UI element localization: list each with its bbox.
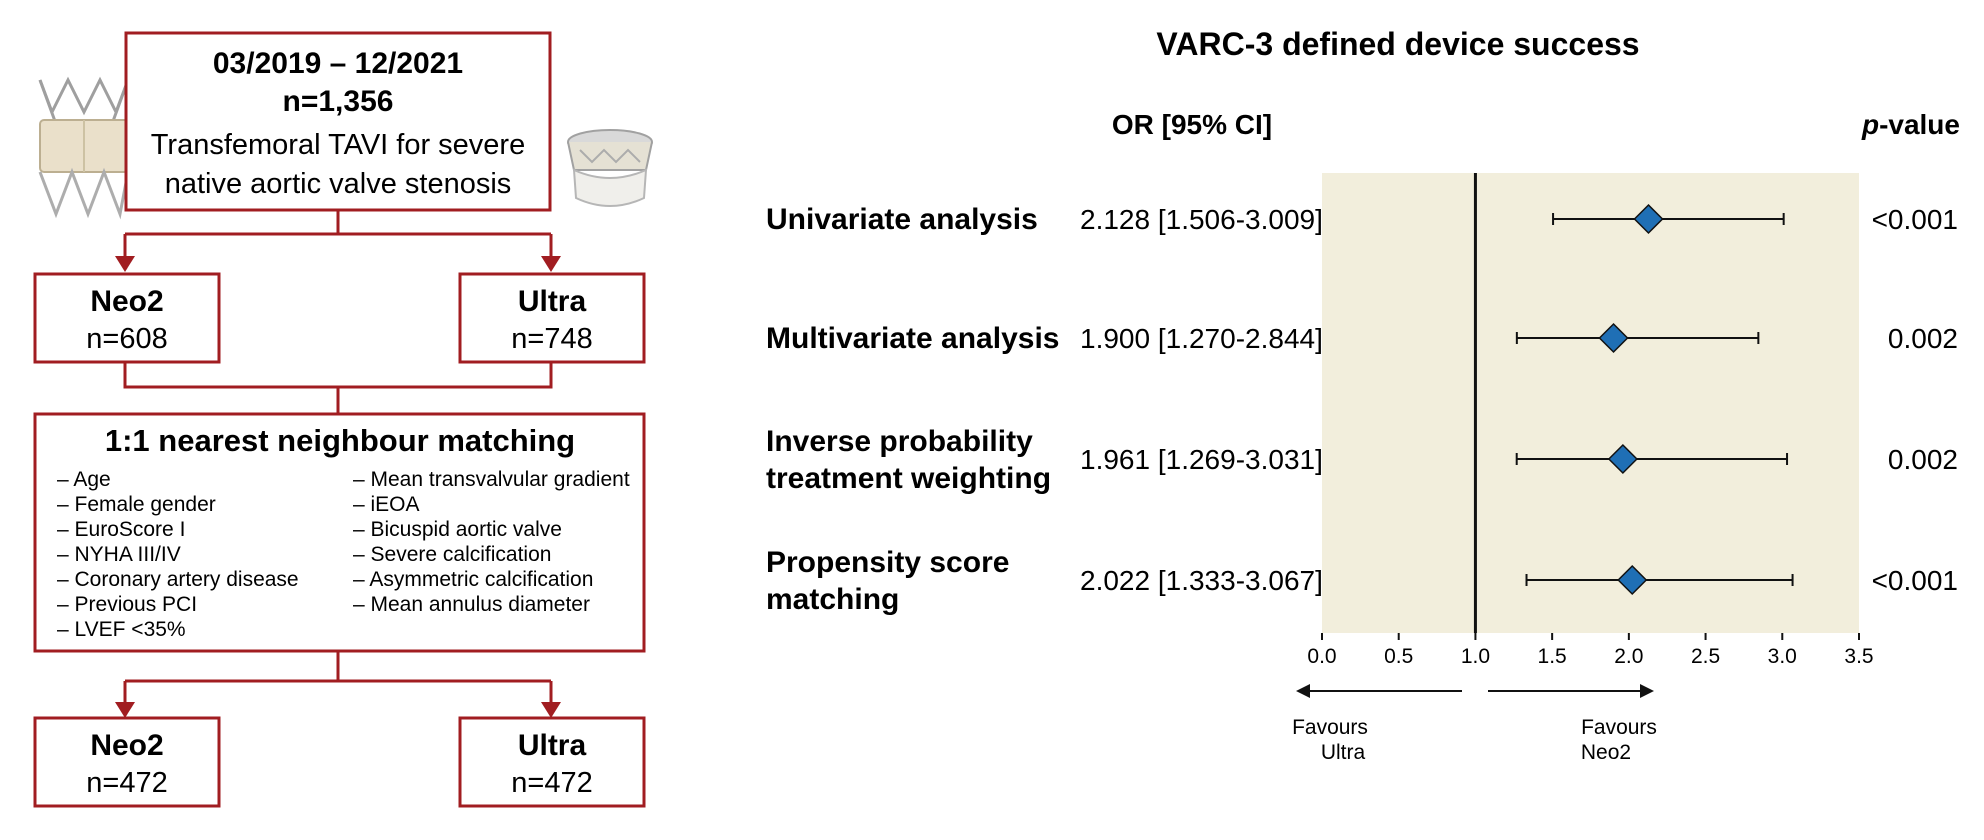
row-label: Propensity score xyxy=(766,546,1009,579)
cohort-desc-line1: Transfemoral TAVI for severe xyxy=(151,129,525,161)
or-point-marker xyxy=(1633,203,1664,235)
forest-marks xyxy=(1473,173,1794,633)
row-label: treatment weighting xyxy=(766,462,1051,495)
arrow-to-matched-neo2 xyxy=(115,702,135,718)
flowchart: 03/2019 – 12/2021 n=1,356 Transfemoral T… xyxy=(33,31,653,808)
row-or-ci-text: 2.022 [1.333-3.067] xyxy=(1080,565,1323,596)
split-connector-2 xyxy=(123,651,553,702)
p-header-rest: -value xyxy=(1879,109,1960,140)
matched-box-neo2-frame xyxy=(33,716,221,808)
x-axis: 0.0 0.5 1.0 1.5 2.0 2.5 3.0 3.5 xyxy=(1307,633,1874,668)
x-tick-label: 3.5 xyxy=(1844,645,1873,668)
covariate-left-item: – EuroScore I xyxy=(57,518,185,541)
arrow-to-ultra xyxy=(541,256,561,272)
row-label: matching xyxy=(766,583,899,616)
favours-neo2-line2: Neo2 xyxy=(1581,741,1631,764)
favours-ultra-arrowhead xyxy=(1296,684,1310,698)
group-box-neo2-frame xyxy=(33,272,221,364)
matched-box-ultra-frame xyxy=(458,716,646,808)
cohort-desc-line2: native aortic valve stenosis xyxy=(165,168,512,200)
row-label: Inverse probability xyxy=(766,425,1033,458)
group-box-ultra-frame xyxy=(458,272,646,364)
plot-panel xyxy=(1322,173,1859,633)
matched-box-ultra: Ultra n=472 xyxy=(458,716,646,808)
matched-neo2-n: n=472 xyxy=(86,767,167,799)
row-p-value: 0.002 xyxy=(1888,323,1958,354)
covariate-right-item: – Bicuspid aortic valve xyxy=(353,518,562,541)
favours-neo2-arrowhead xyxy=(1640,684,1654,698)
or-point-marker xyxy=(1598,322,1629,354)
x-tick-label: 1.5 xyxy=(1538,645,1567,668)
covariate-right-item: – Asymmetric calcification xyxy=(353,568,593,591)
covariate-left-item: – Previous PCI xyxy=(57,593,197,616)
x-tick-label: 2.0 xyxy=(1614,645,1643,668)
matched-neo2-name: Neo2 xyxy=(90,729,163,762)
covariate-left-item: – LVEF <35% xyxy=(57,618,186,641)
ultra-valve-icon xyxy=(567,129,653,207)
top-box: 03/2019 – 12/2021 n=1,356 Transfemoral T… xyxy=(124,31,552,212)
arrow-to-matched-ultra xyxy=(541,702,561,718)
arrow-to-neo2 xyxy=(115,256,135,272)
merge-connector xyxy=(123,362,553,413)
group-box-neo2: Neo2 n=608 xyxy=(33,272,221,364)
neo2-valve-icon xyxy=(38,76,130,220)
group-neo2-n: n=608 xyxy=(86,323,167,355)
x-tick-label: 2.5 xyxy=(1691,645,1720,668)
covariate-right-item: – Severe calcification xyxy=(353,543,551,566)
x-tick-label: 0.5 xyxy=(1384,645,1413,668)
matching-covariates-left: – Age– Female gender– EuroScore I– NYHA … xyxy=(57,468,299,641)
or-point-marker xyxy=(1617,564,1648,596)
matching-covariates-right: – Mean transvalvular gradient– iEOA– Bic… xyxy=(353,468,630,616)
group-ultra-n: n=748 xyxy=(511,323,592,355)
matched-ultra-n: n=472 xyxy=(511,767,592,799)
row-p-value: <0.001 xyxy=(1872,565,1958,596)
covariate-left-item: – Coronary artery disease xyxy=(57,568,299,591)
favours-ultra-line1: Favours xyxy=(1292,716,1368,739)
covariate-left-item: – Age xyxy=(57,468,111,491)
group-box-ultra: Ultra n=748 xyxy=(458,272,646,364)
covariate-left-item: – NYHA III/IV xyxy=(57,543,181,566)
matching-box-frame xyxy=(33,412,646,653)
x-tick-label: 1.0 xyxy=(1461,645,1490,668)
or-point-marker xyxy=(1607,443,1638,475)
forest-plot: VARC-3 defined device success OR [95% CI… xyxy=(766,26,1960,764)
matching-box: 1:1 nearest neighbour matching – Age– Fe… xyxy=(33,412,646,653)
chart-title: VARC-3 defined device success xyxy=(1156,26,1639,62)
forest-row-texts: Univariate analysis 2.128 [1.506-3.009] <0… xyxy=(766,203,1958,616)
or-column-header: OR [95% CI] xyxy=(1112,109,1272,140)
row-or-ci-text: 1.961 [1.269-3.031] xyxy=(1080,444,1323,475)
favours-ultra-line2: Ultra xyxy=(1321,741,1366,764)
p-column-header: p-value xyxy=(1861,109,1960,140)
x-tick-label: 0.0 xyxy=(1307,645,1336,668)
p-header-italic: p xyxy=(1861,109,1879,140)
matching-title: 1:1 nearest neighbour matching xyxy=(105,423,575,458)
covariate-right-item: – iEOA xyxy=(353,493,420,516)
total-n-text: n=1,356 xyxy=(283,85,394,118)
x-tick-label: 3.0 xyxy=(1768,645,1797,668)
row-label: Univariate analysis xyxy=(766,203,1038,236)
matched-ultra-name: Ultra xyxy=(518,729,587,762)
period-text: 03/2019 – 12/2021 xyxy=(213,47,463,80)
favours-neo2-line1: Favours xyxy=(1581,716,1657,739)
matched-box-neo2: Neo2 n=472 xyxy=(33,716,221,808)
group-ultra-name: Ultra xyxy=(518,285,587,318)
covariate-right-item: – Mean annulus diameter xyxy=(353,593,590,616)
covariate-left-item: – Female gender xyxy=(57,493,216,516)
row-or-ci-text: 1.900 [1.270-2.844] xyxy=(1080,323,1323,354)
covariate-right-item: – Mean transvalvular gradient xyxy=(353,468,630,491)
row-label: Multivariate analysis xyxy=(766,322,1059,355)
row-p-value: <0.001 xyxy=(1872,204,1958,235)
row-p-value: 0.002 xyxy=(1888,444,1958,475)
group-neo2-name: Neo2 xyxy=(90,285,163,318)
favours-annotation: Favours Ultra Favours Neo2 xyxy=(1292,684,1657,764)
split-connector-1 xyxy=(123,210,553,256)
row-or-ci-text: 2.128 [1.506-3.009] xyxy=(1080,204,1323,235)
